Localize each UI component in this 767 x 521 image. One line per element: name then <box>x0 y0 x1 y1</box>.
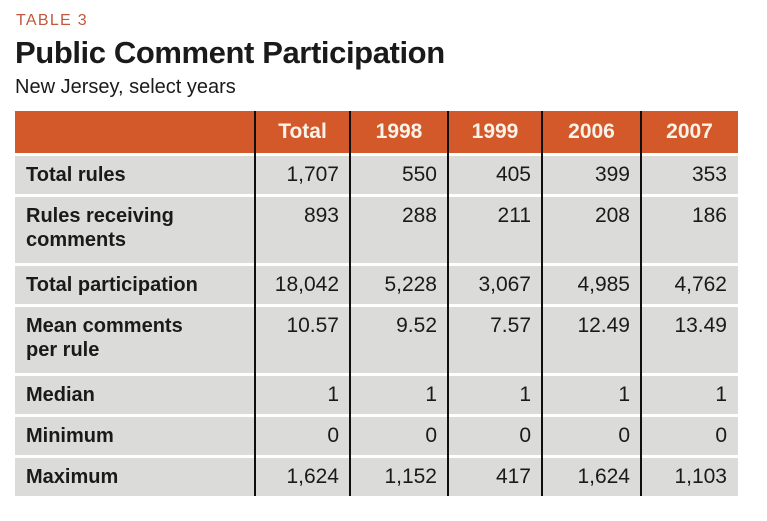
table-row-rules-receiving-comments: Rules receiving comments 893 288 211 208… <box>15 196 738 263</box>
cell-value: 0 <box>425 423 437 447</box>
cell-value: 7.57 <box>490 313 531 337</box>
cell-value: 13.49 <box>674 313 727 337</box>
header-cell-empty <box>15 111 255 153</box>
cell-value: 399 <box>594 162 630 186</box>
cell-value: 4,762 <box>674 272 727 296</box>
cell-value: 211 <box>497 203 531 227</box>
header-cell-2006: 2006 <box>568 119 615 143</box>
table-header-row: Total 1998 1999 2006 2007 <box>15 110 738 153</box>
row-label: Minimum <box>26 424 114 447</box>
cell-value: 0 <box>618 423 630 447</box>
row-label: Maximum <box>26 465 119 488</box>
row-label: Mean comments per rule <box>26 314 183 361</box>
cell-value: 0 <box>715 423 727 447</box>
table-row-mean-comments-per-rule: Mean comments per rule 10.57 9.52 7.57 1… <box>15 306 738 373</box>
cell-value: 18,042 <box>274 272 339 296</box>
cell-value: 0 <box>327 423 339 447</box>
cell-value: 208 <box>594 203 630 227</box>
cell-value: 1 <box>618 382 630 406</box>
header-cell-1998: 1998 <box>375 119 423 143</box>
cell-value: 1,624 <box>577 464 630 488</box>
cell-value: 12.49 <box>577 313 630 337</box>
cell-value: 288 <box>401 203 437 227</box>
cell-value: 550 <box>401 162 437 186</box>
table-row-total-rules: Total rules 1,707 550 405 399 353 <box>15 155 738 194</box>
cell-value: 1 <box>425 382 437 406</box>
header-cell-2007: 2007 <box>666 119 713 143</box>
column-divider <box>254 110 256 496</box>
cell-value: 10.57 <box>286 313 339 337</box>
header-cell-total: Total <box>278 119 327 143</box>
data-table: Total 1998 1999 2006 2007 Total rules 1,… <box>15 110 738 496</box>
cell-value: 893 <box>303 203 339 227</box>
column-divider <box>447 110 449 496</box>
header-cell-1999: 1999 <box>471 119 519 143</box>
table-number-label: TABLE 3 <box>16 12 88 29</box>
column-divider <box>640 110 642 496</box>
page-title: Public Comment Participation <box>15 35 445 70</box>
column-divider <box>349 110 351 496</box>
cell-value: 0 <box>519 423 531 447</box>
cell-value: 9.52 <box>396 313 437 337</box>
cell-value: 1 <box>519 382 531 406</box>
column-divider <box>541 110 543 496</box>
cell-value: 5,228 <box>384 272 437 296</box>
cell-value: 1,152 <box>384 464 437 488</box>
cell-value: 1,103 <box>674 464 727 488</box>
cell-value: 405 <box>495 162 531 186</box>
row-label: Median <box>26 383 95 406</box>
cell-value: 1 <box>715 382 727 406</box>
cell-value: 1 <box>327 382 339 406</box>
table-row-maximum: Maximum 1,624 1,152 417 1,624 1,103 <box>15 457 738 496</box>
page: TABLE 3 Public Comment Participation New… <box>15 12 738 496</box>
cell-value: 353 <box>691 162 727 186</box>
table-row-total-participation: Total participation 18,042 5,228 3,067 4… <box>15 265 738 304</box>
cell-value: 1,624 <box>286 464 339 488</box>
cell-value: 3,067 <box>478 272 531 296</box>
page-subtitle: New Jersey, select years <box>15 75 236 98</box>
table-row-minimum: Minimum 0 0 0 0 0 <box>15 416 738 455</box>
row-label: Rules receiving comments <box>26 204 174 251</box>
cell-value: 1,707 <box>286 162 339 186</box>
table-row-median: Median 1 1 1 1 1 <box>15 375 738 414</box>
row-label: Total participation <box>26 273 198 296</box>
cell-value: 186 <box>691 203 727 227</box>
cell-value: 417 <box>495 464 531 488</box>
row-label: Total rules <box>26 163 126 186</box>
cell-value: 4,985 <box>577 272 630 296</box>
